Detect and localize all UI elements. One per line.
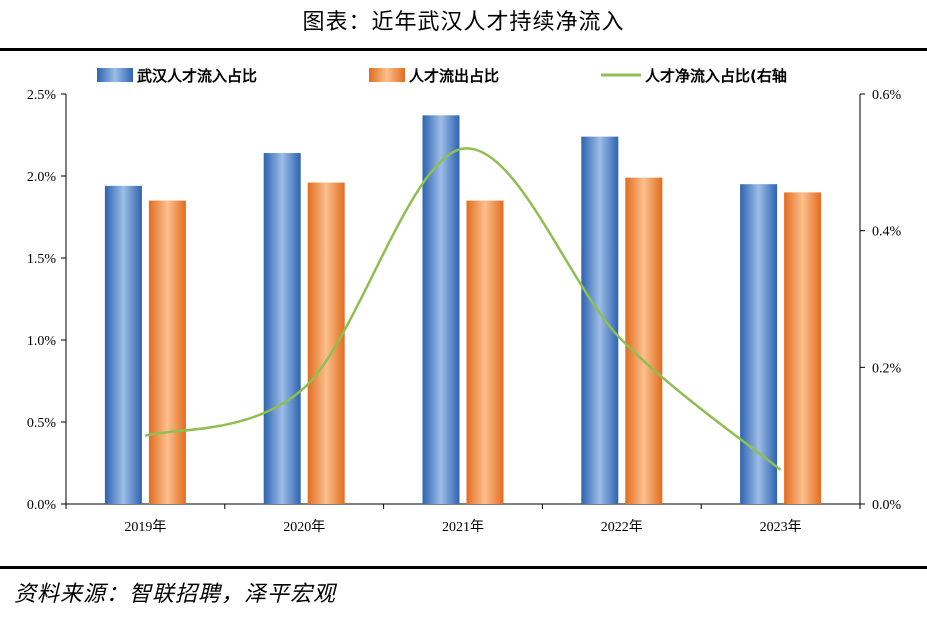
y-right-tick-label: 0.0% bbox=[872, 498, 902, 513]
chart: 武汉人才流入占比 人才流出占比 人才净流入占比(右轴 0.0% 0.5% 1.0% 1… bbox=[27, 67, 902, 535]
bars bbox=[104, 115, 822, 505]
bar-inflow bbox=[104, 185, 142, 504]
bar-inflow bbox=[581, 136, 619, 504]
y-left-tick-label: 1.0% bbox=[27, 334, 57, 349]
legend: 武汉人才流入占比 人才流出占比 人才净流入占比(右轴 bbox=[97, 67, 787, 85]
y-left-tick-label: 0.0% bbox=[27, 498, 57, 513]
y-left-tick-label: 2.0% bbox=[27, 170, 57, 185]
bar-inflow bbox=[740, 184, 778, 504]
y-left-tick-label: 0.5% bbox=[27, 416, 57, 431]
net-line-series bbox=[145, 147, 782, 471]
y-right-tick-label: 0.2% bbox=[872, 361, 902, 376]
bar-outflow bbox=[784, 192, 822, 504]
x-tick-label: 2019年 bbox=[124, 519, 166, 535]
bottom-rule bbox=[0, 566, 927, 569]
x-tick-label: 2021年 bbox=[442, 519, 484, 535]
legend-label-net: 人才净流入占比(右轴 bbox=[645, 67, 787, 85]
legend-swatch-inflow bbox=[97, 68, 133, 82]
net-inflow-line bbox=[145, 147, 782, 471]
bar-outflow bbox=[466, 200, 504, 504]
x-tick-label: 2020年 bbox=[283, 519, 325, 535]
legend-label-inflow: 武汉人才流入占比 bbox=[137, 67, 257, 85]
source-note: 资料来源：智联招聘，泽平宏观 bbox=[14, 582, 337, 607]
bar-outflow bbox=[148, 200, 186, 504]
bar-outflow bbox=[307, 182, 345, 504]
bar-inflow bbox=[263, 153, 301, 505]
legend-label-outflow: 人才流出占比 bbox=[409, 67, 499, 85]
y-left-tick-label: 1.5% bbox=[27, 252, 57, 267]
y-right-tick-label: 0.4% bbox=[872, 225, 902, 240]
top-rule bbox=[0, 48, 927, 51]
y-right-tick-label: 0.6% bbox=[872, 88, 902, 103]
axes: 0.0% 0.5% 1.0% 1.5% 2.0% 2.5% 0.0% 0.2% 0.4% 0.6%… bbox=[27, 88, 902, 535]
y-left-tick-label: 2.5% bbox=[27, 88, 57, 103]
x-tick-label: 2023年 bbox=[760, 519, 802, 535]
legend-swatch-outflow bbox=[369, 68, 405, 82]
page-title: 图表：近年武汉人才持续净流入 bbox=[302, 10, 625, 35]
bar-inflow bbox=[422, 115, 460, 504]
bar-outflow bbox=[625, 177, 663, 504]
x-tick-label: 2022年 bbox=[601, 519, 643, 535]
